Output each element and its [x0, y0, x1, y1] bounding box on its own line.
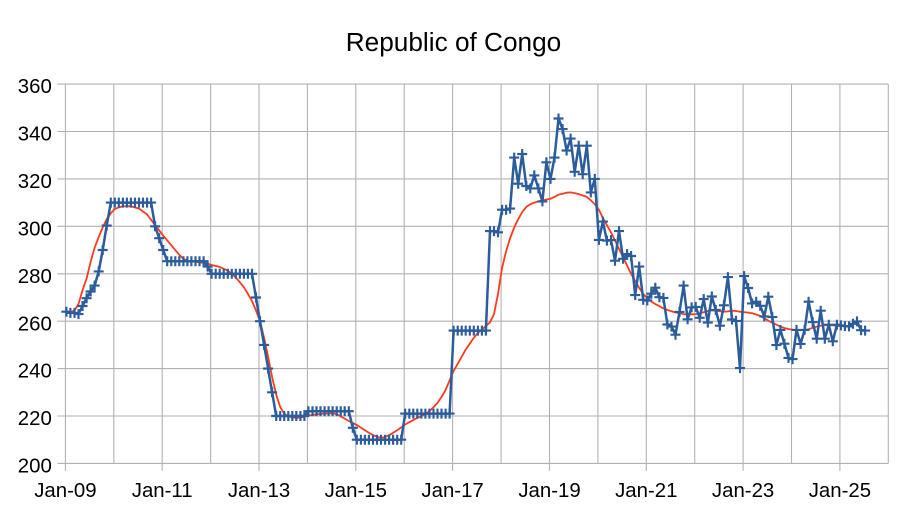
svg-text:Jan-13: Jan-13 — [228, 480, 290, 502]
svg-text:360: 360 — [18, 76, 52, 98]
svg-text:200: 200 — [18, 456, 52, 478]
svg-text:Jan-11: Jan-11 — [132, 480, 193, 502]
svg-text:240: 240 — [18, 361, 52, 383]
svg-text:320: 320 — [18, 171, 52, 193]
svg-text:Jan-19: Jan-19 — [518, 480, 580, 502]
svg-text:Republic of Congo: Republic of Congo — [346, 27, 561, 57]
svg-text:340: 340 — [18, 124, 52, 146]
svg-text:Jan-15: Jan-15 — [325, 480, 387, 502]
svg-text:220: 220 — [18, 408, 52, 430]
svg-text:300: 300 — [18, 218, 52, 240]
svg-text:Jan-09: Jan-09 — [34, 480, 96, 502]
svg-text:Jan-17: Jan-17 — [421, 480, 483, 502]
svg-text:Jan-21: Jan-21 — [615, 480, 677, 502]
svg-text:Jan-25: Jan-25 — [809, 480, 871, 502]
svg-text:280: 280 — [18, 266, 52, 288]
svg-text:Jan-23: Jan-23 — [712, 480, 774, 502]
svg-text:260: 260 — [18, 313, 52, 335]
